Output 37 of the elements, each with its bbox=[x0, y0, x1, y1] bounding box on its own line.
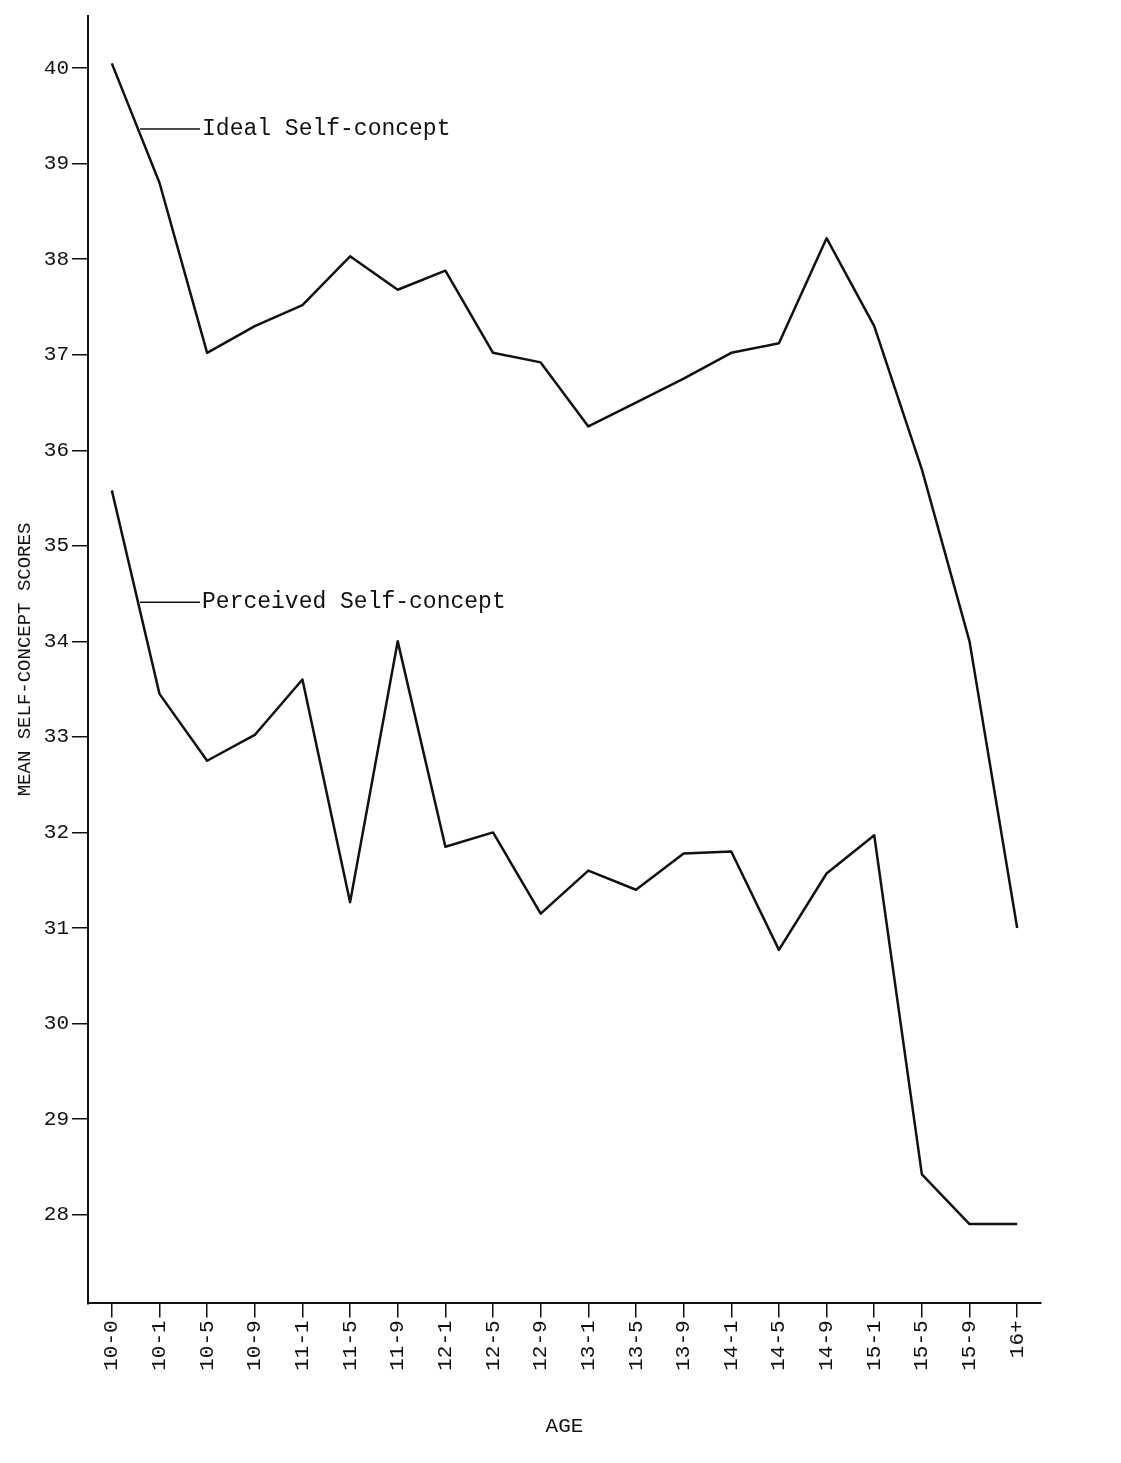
x-tick-label: 15-1 bbox=[862, 1320, 886, 1371]
y-tick-label: 37 bbox=[43, 343, 69, 367]
y-axis-title: MEAN SELF-CONCEPT SCORES bbox=[14, 522, 37, 797]
y-tick-label: 30 bbox=[43, 1012, 69, 1036]
y-tick-label: 33 bbox=[43, 725, 69, 749]
x-tick-label: 13-9 bbox=[672, 1320, 696, 1371]
legend-label: Perceived Self-concept bbox=[202, 589, 506, 616]
y-tick-label: 29 bbox=[43, 1107, 69, 1131]
x-tick-label: 14-5 bbox=[767, 1320, 791, 1371]
y-tick-label: 38 bbox=[43, 247, 69, 271]
y-tick-label: 31 bbox=[43, 916, 69, 940]
y-tick-label: 34 bbox=[43, 629, 69, 653]
x-tick-label: 10-1 bbox=[148, 1320, 172, 1371]
x-tick-label: 13-1 bbox=[576, 1320, 600, 1371]
x-tick-label: 14-9 bbox=[815, 1320, 839, 1371]
x-tick-label: 16+ bbox=[1005, 1320, 1029, 1359]
x-tick-label: 11-5 bbox=[338, 1320, 362, 1371]
x-tick-label: 10-5 bbox=[195, 1320, 219, 1371]
y-tick-label: 35 bbox=[43, 534, 69, 558]
x-tick-label: 10-0 bbox=[100, 1320, 124, 1371]
x-axis-title: AGE bbox=[545, 1414, 584, 1438]
x-tick-label: 15-9 bbox=[958, 1320, 982, 1371]
y-tick-label: 28 bbox=[43, 1203, 69, 1227]
x-tick-label: 12-5 bbox=[481, 1320, 505, 1371]
x-tick-label: 14-1 bbox=[719, 1320, 743, 1371]
y-tick-label: 36 bbox=[43, 438, 69, 462]
x-tick-label: 11-1 bbox=[290, 1320, 314, 1371]
x-tick-label: 13-5 bbox=[624, 1320, 648, 1371]
y-tick-label: 40 bbox=[43, 56, 69, 80]
x-tick-label: 10-9 bbox=[243, 1320, 267, 1371]
legend-label: Ideal Self-concept bbox=[202, 116, 451, 143]
x-tick-label: 15-5 bbox=[910, 1320, 934, 1371]
x-tick-label: 12-9 bbox=[529, 1320, 553, 1371]
x-tick-label: 12-1 bbox=[433, 1320, 457, 1371]
y-tick-label: 39 bbox=[43, 152, 69, 176]
x-tick-label: 11-9 bbox=[386, 1320, 410, 1371]
y-tick-label: 32 bbox=[43, 820, 69, 844]
